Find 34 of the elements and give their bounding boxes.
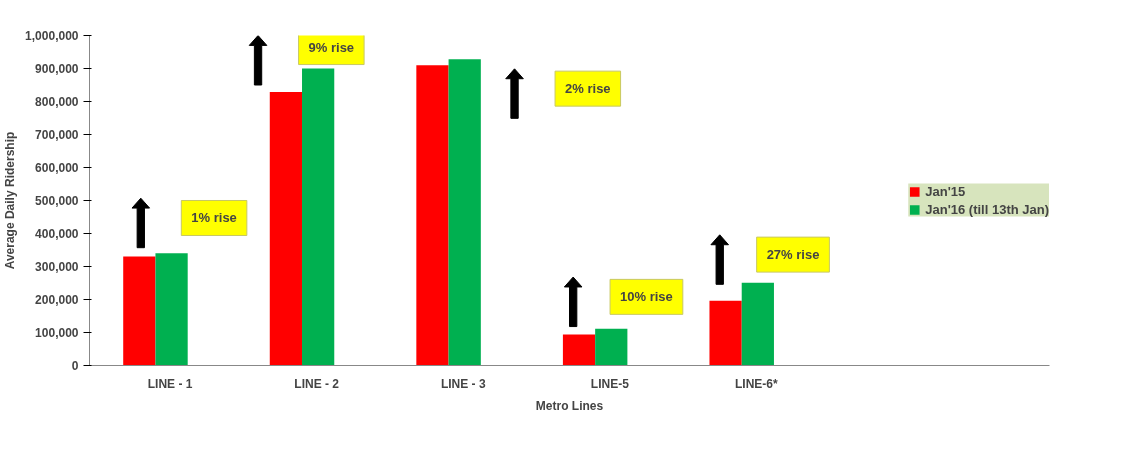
y-tick-label: 200,000 <box>35 293 79 307</box>
y-tick-label: 0 <box>71 359 79 373</box>
legend-label: Jan'16 (till 13th Jan) <box>925 201 1049 217</box>
x-tick-label: LINE - 3 <box>440 376 486 391</box>
x-axis-title: Metro Lines <box>535 398 604 413</box>
x-tick-label: LINE-5 <box>590 376 630 391</box>
annotation: 27% rise <box>766 247 820 263</box>
bar <box>448 59 481 366</box>
bar <box>155 253 188 366</box>
y-tick-label: 400,000 <box>35 227 79 241</box>
annotation: 1% rise <box>191 210 237 226</box>
annotation: 9% rise <box>308 39 355 55</box>
bar <box>595 328 628 366</box>
legend-label: Jan'15 <box>925 183 966 199</box>
y-tick-label: 700,000 <box>35 128 79 142</box>
bar <box>269 91 303 366</box>
x-tick-label: LINE - 1 <box>147 376 193 391</box>
y-tick-label: 1,000,000 <box>25 29 79 43</box>
y-tick-label: 300,000 <box>35 260 79 274</box>
annotation: 10% rise <box>620 289 673 305</box>
x-tick-label: LINE-6* <box>735 376 779 391</box>
y-tick-label: 900,000 <box>35 62 79 76</box>
bar <box>123 256 156 366</box>
bar <box>562 334 596 366</box>
bar <box>416 65 449 366</box>
y-axis-title: Average Daily Ridership <box>3 131 18 270</box>
y-tick-label: 600,000 <box>35 161 79 175</box>
y-tick-label: 100,000 <box>35 326 79 340</box>
y-tick-label: 800,000 <box>35 95 79 109</box>
annotation: 2% rise <box>565 81 611 97</box>
y-tick-label: 500,000 <box>35 194 79 208</box>
bar <box>741 282 774 366</box>
x-tick-label: LINE - 2 <box>294 376 340 391</box>
bar <box>709 300 742 366</box>
